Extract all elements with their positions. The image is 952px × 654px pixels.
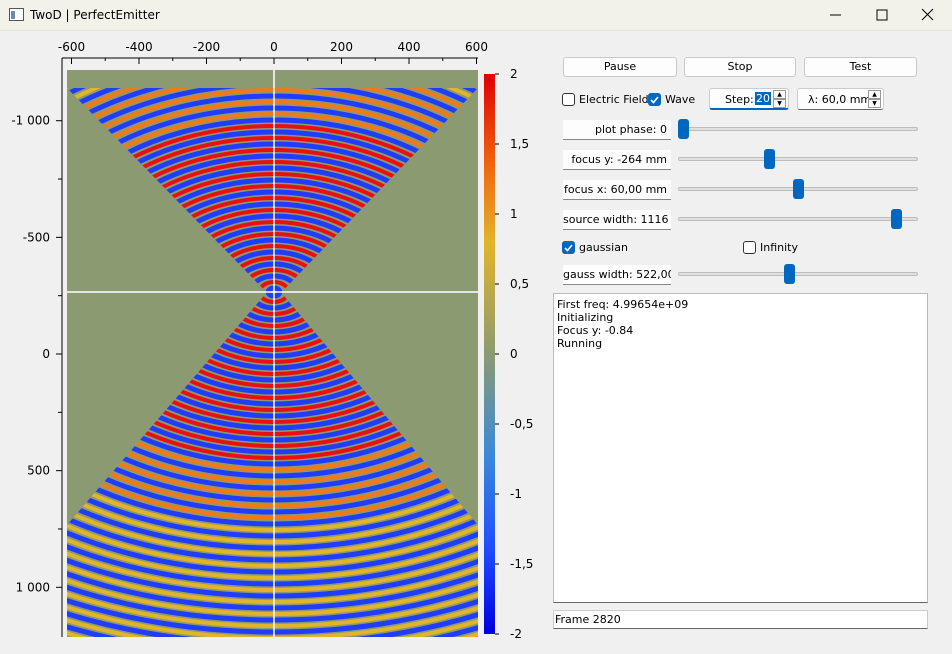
step-label: Step: — [725, 93, 754, 106]
slider-label: focus x: 60,00 mm — [563, 180, 671, 200]
slider-track[interactable] — [678, 127, 918, 131]
slider-track[interactable] — [678, 272, 918, 276]
x-tick-label: 400 — [398, 40, 421, 54]
checkbox-label: gaussian — [579, 241, 628, 254]
y-tick-label: -1 000 — [11, 114, 50, 128]
test-button[interactable]: Test — [804, 57, 917, 77]
y-tick-label: 1 000 — [16, 580, 50, 594]
title-bar: TwoD | PerfectEmitter — [0, 0, 952, 31]
pause-button[interactable]: Pause — [563, 57, 677, 77]
x-tick-label: -600 — [58, 40, 85, 54]
colorbar-tick-label: 1 — [510, 207, 518, 221]
infinity-checkbox[interactable] — [743, 241, 756, 254]
log-output: First freq: 4.99654e+09 Initializing Focus… — [553, 293, 928, 603]
x-tick-label: 600 — [465, 40, 488, 54]
y-tick-label: -500 — [23, 230, 50, 244]
wave-checkbox[interactable] — [648, 93, 661, 106]
spin-up[interactable]: ▲ — [773, 90, 786, 99]
slider-handle[interactable] — [678, 119, 689, 139]
colorbar-tick-label: 0 — [510, 347, 518, 361]
colorbar — [484, 74, 495, 634]
slider-label: source width: 1116 mm — [563, 210, 671, 230]
slider-handle[interactable] — [891, 209, 902, 229]
slider-track[interactable] — [678, 157, 918, 161]
colorbar-tick-label: 2 — [510, 67, 518, 81]
log-line: First freq: 4.99654e+09 — [557, 298, 689, 311]
stop-button[interactable]: Stop — [684, 57, 796, 77]
x-tick-label: 200 — [330, 40, 353, 54]
window-title: TwoD | PerfectEmitter — [30, 8, 160, 22]
lambda-value: λ: 60,0 mm — [808, 93, 872, 106]
lambda-spinbox[interactable]: λ: 60,0 mm ▲ ▼ — [797, 88, 884, 110]
slider-handle[interactable] — [784, 264, 795, 284]
colorbar-tick-label: 0,5 — [510, 277, 529, 291]
spin-down[interactable]: ▼ — [773, 99, 786, 108]
checkbox-label: Electric Field — [579, 93, 649, 106]
y-tick-label: 500 — [27, 464, 50, 478]
colorbar-tick-label: -1,5 — [510, 557, 533, 571]
close-button[interactable] — [908, 4, 948, 26]
minimize-button[interactable] — [816, 4, 856, 26]
y-tick-label: 0 — [42, 347, 50, 361]
status-field: Frame 2820 — [553, 610, 928, 629]
spin-down[interactable]: ▼ — [868, 99, 881, 108]
electric-field-checkbox[interactable] — [562, 93, 575, 106]
app-icon — [9, 8, 24, 21]
log-line: Focus y: -0.84 — [557, 324, 634, 337]
checkbox-label: Wave — [665, 93, 696, 106]
colorbar-tick-label: 1,5 — [510, 137, 529, 151]
step-value: 20 — [755, 92, 771, 105]
gaussian-checkbox[interactable] — [562, 241, 575, 254]
log-line: Initializing — [557, 311, 614, 324]
x-tick-label: -200 — [193, 40, 220, 54]
colorbar-tick-label: -1 — [510, 487, 522, 501]
slider-handle[interactable] — [764, 149, 775, 169]
step-spinbox[interactable]: Step: 20 ▲ ▼ — [709, 88, 789, 110]
x-tick-label: -400 — [125, 40, 152, 54]
slider-label: gauss width: 522,00 mm — [563, 265, 671, 285]
x-tick-label: 0 — [270, 40, 278, 54]
log-line: Running — [557, 337, 603, 350]
colorbar-tick-label: -2 — [510, 627, 522, 641]
colorbar-tick-label: -0,5 — [510, 417, 533, 431]
slider-track[interactable] — [678, 217, 918, 221]
slider-label: focus y: -264 mm — [563, 150, 671, 170]
slider-handle[interactable] — [793, 179, 804, 199]
check-mark — [564, 244, 573, 252]
check-mark — [650, 96, 659, 104]
checkbox-label: Infinity — [760, 241, 798, 254]
slider-label: plot phase: 0 — [563, 120, 671, 140]
spin-up[interactable]: ▲ — [868, 90, 881, 99]
maximize-button[interactable] — [862, 4, 902, 26]
